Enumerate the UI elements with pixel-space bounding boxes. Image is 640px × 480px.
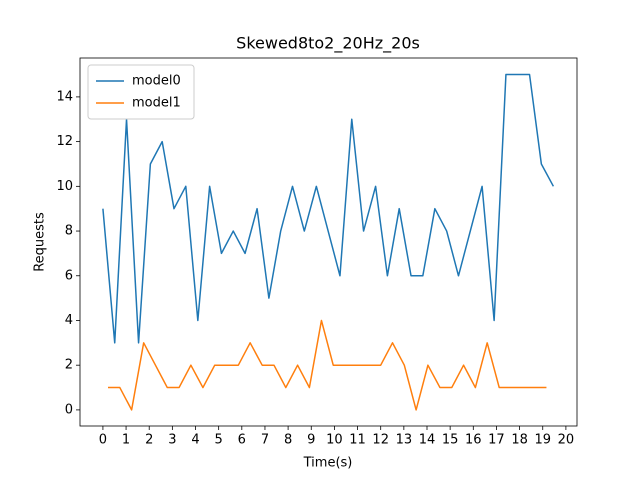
x-tick-label: 15 bbox=[442, 433, 459, 448]
x-axis-label: Time(s) bbox=[303, 456, 353, 471]
y-tick-label: 6 bbox=[65, 268, 73, 283]
x-tick-label: 19 bbox=[534, 433, 551, 448]
x-tick-label: 17 bbox=[488, 433, 505, 448]
data-line bbox=[108, 319, 547, 411]
x-tick-label: 2 bbox=[145, 433, 153, 448]
x-tick-label: 3 bbox=[168, 433, 176, 448]
y-tick-label: 12 bbox=[56, 134, 73, 149]
y-axis-label: Requests bbox=[33, 212, 48, 272]
x-tick-label: 20 bbox=[558, 433, 575, 448]
y-tick-label: 0 bbox=[65, 402, 73, 417]
x-tick-label: 14 bbox=[419, 433, 436, 448]
x-tick-label: 8 bbox=[284, 433, 292, 448]
x-tick-label: 16 bbox=[465, 433, 482, 448]
x-tick-label: 12 bbox=[372, 433, 389, 448]
x-tick-label: 4 bbox=[191, 433, 199, 448]
x-tick-label: 9 bbox=[307, 433, 315, 448]
y-tick-label: 8 bbox=[65, 224, 73, 239]
y-tick-label: 4 bbox=[65, 313, 73, 328]
y-tick-label: 2 bbox=[65, 358, 73, 373]
y-tick-label: 14 bbox=[56, 89, 73, 104]
x-tick-label: 10 bbox=[326, 433, 343, 448]
y-tick-label: 10 bbox=[56, 179, 73, 194]
legend-label: model0 bbox=[132, 74, 181, 89]
plot-frame bbox=[79, 57, 578, 427]
data-line bbox=[102, 73, 555, 344]
x-tick-label: 11 bbox=[349, 433, 366, 448]
x-tick-label: 18 bbox=[511, 433, 528, 448]
x-tick-label: 0 bbox=[99, 433, 107, 448]
x-tick-label: 6 bbox=[238, 433, 246, 448]
legend-box bbox=[87, 64, 195, 120]
chart-title: Skewed8to2_20Hz_20s bbox=[236, 34, 420, 54]
x-tick-label: 1 bbox=[122, 433, 130, 448]
x-tick-label: 7 bbox=[261, 433, 269, 448]
x-tick-label: 13 bbox=[396, 433, 413, 448]
legend-label: model1 bbox=[132, 96, 181, 111]
x-tick-label: 5 bbox=[215, 433, 223, 448]
